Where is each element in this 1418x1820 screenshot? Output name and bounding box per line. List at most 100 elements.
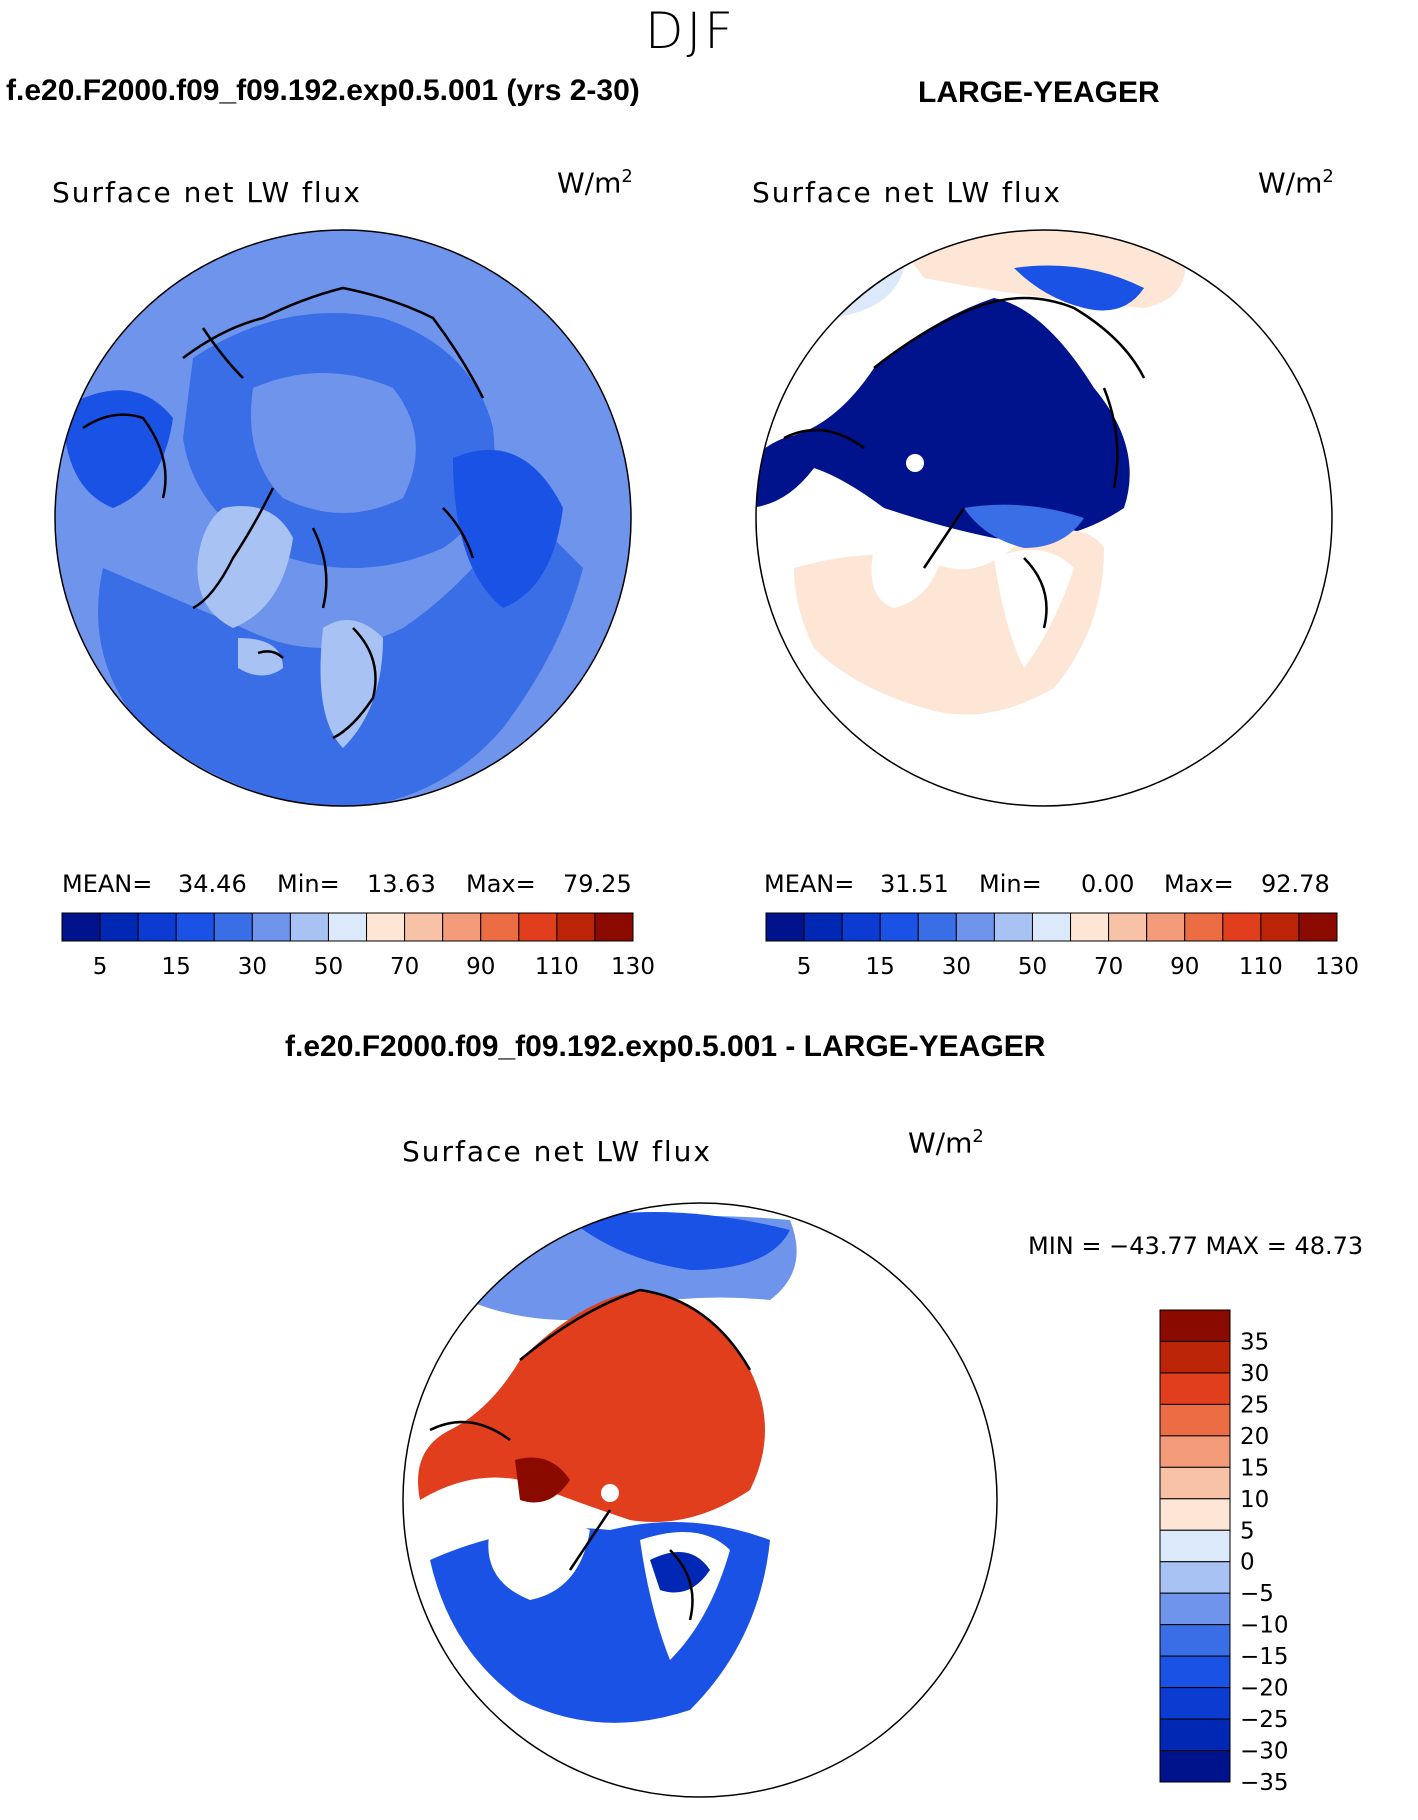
colorbar-swatch	[1159, 1718, 1231, 1752]
colorbar-swatch	[803, 912, 843, 942]
colorbar-swatch	[917, 912, 957, 942]
colorbar-tick-label: 110	[1239, 954, 1283, 980]
colorbar-tick-label: 20	[1240, 1424, 1269, 1450]
colorbar-swatch	[765, 912, 805, 942]
colorbar-swatch	[366, 912, 406, 942]
map2-border	[755, 229, 1333, 807]
colorbar-tick-label: 15	[1240, 1455, 1269, 1481]
panel1-variable: Surface net LW flux	[52, 176, 362, 209]
panel1-min: 13.63	[367, 870, 436, 898]
colorbar-swatch	[1146, 912, 1186, 942]
colorbar-swatch	[175, 912, 215, 942]
colorbar-swatch	[213, 912, 253, 942]
colorbar-tick-label: −20	[1240, 1676, 1289, 1702]
map1-region-scandinavia	[320, 620, 383, 748]
colorbar-tick-label: 30	[238, 954, 267, 980]
map3-region-dark-red	[515, 1457, 570, 1503]
panel2-max-label: Max=	[1164, 870, 1234, 898]
map2-coastlines	[783, 296, 1146, 629]
colorbar-swatch	[480, 912, 520, 942]
colorbar-swatch	[1070, 912, 1110, 942]
map2-region-ice	[756, 298, 1130, 540]
colorbar-swatch	[1159, 1624, 1231, 1657]
colorbar-swatch	[1159, 1372, 1231, 1405]
colorbar-tick-label: 10	[1240, 1487, 1269, 1513]
colorbar-tick-label: 130	[611, 954, 655, 980]
colorbar-tick-label: −25	[1240, 1707, 1289, 1733]
colorbar-swatch	[1159, 1687, 1231, 1720]
colorbar-tick-label: 30	[942, 954, 971, 980]
map3	[402, 1202, 998, 1798]
colorbar-tick-label: 70	[1094, 954, 1123, 980]
panel1-mean-label: MEAN=	[62, 870, 153, 898]
colorbar-tick-label: 25	[1240, 1392, 1269, 1418]
map1-region-east	[453, 449, 563, 608]
colorbar-swatch	[1260, 912, 1300, 942]
colorbar-tick-label: −35	[1240, 1770, 1289, 1796]
map2-region-norway	[994, 550, 1074, 668]
panel3-units: W/m2	[908, 1126, 984, 1160]
map1	[54, 229, 632, 807]
panel3-variable: Surface net LW flux	[402, 1135, 712, 1168]
colorbar-tick-label: 5	[1240, 1518, 1255, 1544]
colorbar-tick-label: −5	[1240, 1581, 1274, 1607]
season-title: DJF	[645, 2, 737, 60]
colorbar-swatch	[289, 912, 329, 942]
colorbar-tick-label: 50	[314, 954, 343, 980]
colorbar-swatch	[1159, 1561, 1231, 1594]
colorbar-swatch	[556, 912, 596, 942]
colorbar-swatch	[1159, 1309, 1231, 1342]
map2-region-transition	[964, 504, 1084, 548]
colorbar-swatch	[879, 912, 919, 942]
colorbar-swatch	[1108, 912, 1148, 942]
panel1-units: W/m2	[557, 166, 633, 200]
map1-border	[54, 229, 632, 807]
colorbar-tick-label: −10	[1240, 1613, 1289, 1639]
map3-region-dark-blue	[650, 1552, 710, 1593]
colorbar-tick-label: 50	[1018, 954, 1047, 980]
colorbar-swatch	[251, 912, 291, 942]
colorbar-swatch	[1159, 1529, 1231, 1563]
colorbar-swatch	[1159, 1655, 1231, 1689]
panel2-variable: Surface net LW flux	[752, 176, 1062, 209]
colorbar-swatch	[1159, 1750, 1231, 1783]
colorbar-tick-label: 90	[466, 954, 495, 980]
map3-border	[402, 1202, 998, 1798]
colorbar-swatch	[1159, 1403, 1231, 1437]
colorbar-swatch	[442, 912, 482, 942]
panel2-mean-label: MEAN=	[764, 870, 855, 898]
colorbar-tick-label: 30	[1240, 1361, 1269, 1387]
colorbar-swatch	[1159, 1340, 1231, 1374]
map3-coastlines	[429, 1288, 752, 1621]
colorbar-panel2: 5 15 30 50 70 90 110 130	[765, 912, 1359, 980]
map1-coastlines	[82, 286, 485, 740]
colorbar-swatch	[1159, 1435, 1231, 1468]
colorbar-swatch	[841, 912, 881, 942]
colorbar-tick-label: 35	[1240, 1329, 1269, 1355]
map1-region-greenland	[197, 506, 293, 628]
map2-pole-marker	[906, 454, 924, 472]
colorbar-tick-label: −15	[1240, 1644, 1289, 1670]
map1-region-iceland	[238, 638, 283, 676]
panel2-units: W/m2	[1258, 166, 1334, 200]
colorbar-tick-label: 110	[535, 954, 579, 980]
colorbar-swatch	[327, 912, 368, 942]
colorbar-tick-label: 70	[390, 954, 419, 980]
colorbar-panel1: 5 15 30 50 70 90 110 130	[61, 912, 655, 980]
panel1-max: 79.25	[563, 870, 632, 898]
colorbar-tick-label: 0	[1240, 1550, 1255, 1576]
map3-pole-marker	[601, 1484, 619, 1502]
colorbar-diff: 35 30 25 20 15 10 5 0 −5 −10 −15 −20 −25 −30 −35	[1159, 1309, 1289, 1796]
map3-region-greenland	[488, 1520, 590, 1600]
panel3-minmax: MIN = −43.77 MAX = 48.73	[1028, 1232, 1364, 1260]
panel2-min: 0.00	[1081, 870, 1135, 898]
obs-title: LARGE-YEAGER	[918, 76, 1160, 109]
map2-region-greenland	[871, 538, 944, 608]
panel2-mean: 31.51	[880, 870, 949, 898]
colorbar-swatch	[1159, 1498, 1231, 1531]
colorbar-swatch	[1298, 912, 1338, 942]
colorbar-tick-label: −30	[1240, 1739, 1289, 1765]
panel1-mean: 34.46	[178, 870, 247, 898]
panel2-max: 92.78	[1261, 870, 1330, 898]
colorbar-swatch	[1031, 912, 1072, 942]
